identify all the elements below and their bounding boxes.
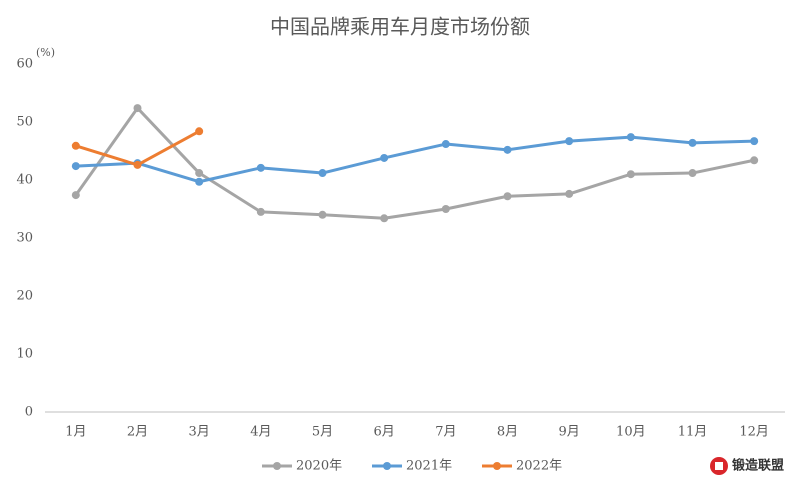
legend-marker xyxy=(493,462,501,470)
point xyxy=(71,191,80,200)
legend-marker xyxy=(383,462,391,470)
x-tick-label: 9月 xyxy=(559,425,580,440)
y-tick-label: 10 xyxy=(16,347,33,362)
point xyxy=(626,170,635,179)
point xyxy=(256,207,265,216)
legend-label: 2020年 xyxy=(296,459,342,474)
y-tick-label: 20 xyxy=(16,289,33,304)
point xyxy=(71,162,80,171)
point xyxy=(71,141,80,150)
point xyxy=(195,177,204,186)
y-unit: (%) xyxy=(36,46,55,59)
point xyxy=(750,137,759,146)
x-tick-label: 10月 xyxy=(616,425,646,440)
x-tick-label: 6月 xyxy=(374,425,395,440)
x-tick-label: 12月 xyxy=(739,425,769,440)
y-tick-label: 30 xyxy=(16,231,33,246)
legend-label: 2022年 xyxy=(516,459,562,474)
x-tick-label: 5月 xyxy=(312,425,333,440)
y-tick-label: 0 xyxy=(25,405,33,420)
x-tick-label: 8月 xyxy=(497,425,518,440)
point xyxy=(380,214,389,223)
point xyxy=(380,153,389,162)
point xyxy=(133,160,142,169)
point xyxy=(256,163,265,172)
series-line xyxy=(75,135,755,184)
x-tick-label: 4月 xyxy=(250,425,271,440)
point xyxy=(750,156,759,165)
point xyxy=(565,189,574,198)
x-tick-label: 2月 xyxy=(127,425,148,440)
series-line xyxy=(74,106,755,220)
legend-label: 2021年 xyxy=(406,459,452,474)
point xyxy=(565,137,574,146)
point xyxy=(133,104,142,113)
point xyxy=(441,140,450,149)
point xyxy=(318,210,327,219)
x-tick-label: 1月 xyxy=(65,425,86,440)
point xyxy=(503,145,512,154)
point xyxy=(503,192,512,201)
chart-title: 中国品牌乘用车月度市场份额 xyxy=(270,15,530,39)
y-tick-label: 50 xyxy=(16,115,33,130)
y-tick-label: 60 xyxy=(16,57,33,72)
watermark-icon-inner xyxy=(715,462,723,470)
point xyxy=(195,127,204,136)
x-tick-label: 7月 xyxy=(435,425,456,440)
point xyxy=(626,133,635,142)
point xyxy=(688,169,697,178)
point xyxy=(318,169,327,178)
x-tick-label: 11月 xyxy=(678,425,708,440)
x-tick-label: 3月 xyxy=(189,425,210,440)
y-tick-label: 40 xyxy=(16,173,33,188)
point xyxy=(195,169,204,178)
watermark: 锻造联盟 xyxy=(732,458,784,474)
point xyxy=(688,138,697,147)
point xyxy=(441,205,450,213)
legend-marker xyxy=(273,462,281,470)
